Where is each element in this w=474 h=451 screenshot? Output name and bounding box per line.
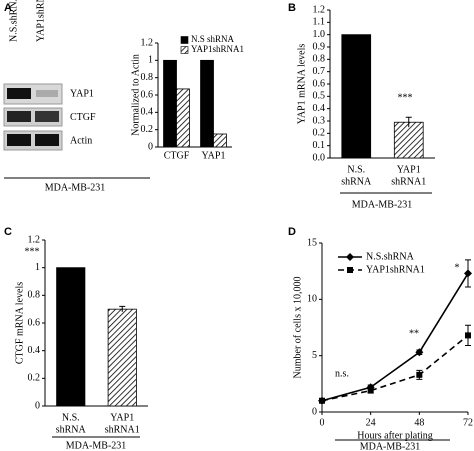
y-axis-label: YAP1 mRNA levels [296, 44, 307, 125]
bar [200, 59, 214, 148]
y-tick-label: 0.7 [313, 66, 326, 77]
panel-label: C [4, 226, 12, 238]
x-tick-label: N.S. [347, 164, 365, 175]
legend-marker [346, 253, 354, 261]
y-tick-label: 1.2 [28, 234, 41, 245]
panel-label: A [4, 2, 12, 14]
y-tick-label: 15 [307, 237, 317, 248]
annotation: ** [409, 328, 419, 339]
y-tick-label: 0 [148, 141, 153, 152]
bar [176, 88, 190, 148]
legend-label: YAP1shRNA1 [366, 264, 425, 275]
y-tick-label: 0.2 [141, 124, 154, 135]
subtitle: MDA-MB-231 [66, 440, 127, 451]
subtitle: MDA-MB-231 [352, 199, 413, 210]
band-label: Actin [70, 135, 92, 146]
bar [107, 308, 137, 407]
series-line [321, 272, 469, 402]
legend-label: YAP1shRNA1 [191, 44, 244, 54]
y-tick-label: 0.8 [313, 54, 326, 65]
x-axis-label: Hours after plating [357, 430, 433, 441]
x-tick-label: 0 [320, 417, 325, 428]
y-axis-label: Normalized to Actin [130, 54, 141, 136]
annotation: *** [398, 92, 413, 103]
x-tick-label: YAP1 [110, 412, 134, 423]
series-line [321, 334, 469, 402]
bar [163, 59, 177, 148]
y-tick-label: 0.8 [141, 72, 154, 83]
y-tick-label: 1 [35, 262, 40, 273]
x-tick-label: 72 [463, 417, 473, 428]
annotation: *** [25, 246, 40, 257]
y-tick-label: 0.0 [313, 152, 326, 163]
subtitle: MDA-MB-231 [360, 441, 421, 451]
y-tick-label: 0.8 [28, 290, 41, 301]
subtitle: MDA-MB-231 [45, 182, 106, 193]
panel-label: B [288, 2, 296, 14]
annotation: n.s. [335, 368, 349, 379]
y-tick-label: 0 [35, 400, 40, 411]
legend-label: N.S.shRNA [366, 251, 415, 262]
y-tick-label: 5 [312, 350, 317, 361]
y-tick-label: 1.2 [141, 37, 154, 48]
x-tick-label: shRNA [56, 424, 87, 435]
y-tick-label: 10 [307, 294, 317, 305]
panel-label: D [288, 226, 296, 238]
y-tick-label: 0.6 [141, 89, 154, 100]
lane-label: YAP1shRNA1 [35, 0, 46, 42]
y-tick-label: 0.5 [313, 91, 326, 102]
point [416, 371, 423, 378]
error-bar [405, 116, 412, 128]
point [465, 332, 471, 339]
bar [56, 267, 86, 407]
x-tick-label: CTGF [164, 150, 190, 161]
y-tick-label: 0.2 [313, 128, 326, 139]
x-tick-label: shRNA [341, 176, 372, 187]
legend-swatch [180, 46, 189, 54]
y-tick-label: 0.6 [313, 78, 326, 89]
x-tick-label: shRNA1 [391, 176, 426, 187]
x-tick-label: shRNA1 [105, 424, 140, 435]
y-tick-label: 1.2 [313, 4, 326, 15]
lane-label: N.S.shRNA [8, 0, 19, 42]
y-tick-label: 0.4 [28, 345, 41, 356]
point [415, 348, 424, 357]
point [319, 397, 325, 404]
y-tick-label: 0 [312, 406, 317, 417]
bar [341, 34, 372, 159]
point [464, 269, 472, 278]
bar [213, 133, 227, 148]
y-tick-label: 0.6 [28, 317, 41, 328]
x-tick-label: N.S. [62, 412, 80, 423]
annotation: * [455, 262, 460, 273]
error-bar [119, 305, 126, 312]
x-tick-label: YAP1 [202, 150, 226, 161]
legend-label: N.S shRNA [191, 34, 235, 44]
bar [393, 121, 424, 159]
x-tick-label: 24 [366, 417, 376, 428]
point [367, 387, 374, 394]
y-tick-label: 0.9 [313, 41, 326, 52]
y-tick-label: 1 [148, 55, 153, 66]
y-tick-label: 1.1 [313, 17, 326, 28]
y-tick-label: 1.0 [313, 29, 326, 40]
y-tick-label: 0.4 [141, 107, 154, 118]
blot [3, 83, 63, 151]
x-tick-label: 48 [414, 417, 424, 428]
y-axis-label: CTGF mRNA levels [14, 282, 25, 364]
y-tick-label: 0.3 [313, 115, 326, 126]
y-tick-label: 0.4 [313, 103, 326, 114]
y-tick-label: 0.2 [28, 373, 41, 384]
y-tick-label: 0.1 [313, 140, 326, 151]
legend-marker [347, 267, 353, 273]
y-axis-label: Number of cells x 10,000 [292, 277, 303, 379]
legend-swatch [180, 36, 189, 44]
band-label: CTGF [70, 112, 96, 123]
x-tick-label: YAP1 [397, 164, 421, 175]
band-label: YAP1 [70, 88, 94, 99]
